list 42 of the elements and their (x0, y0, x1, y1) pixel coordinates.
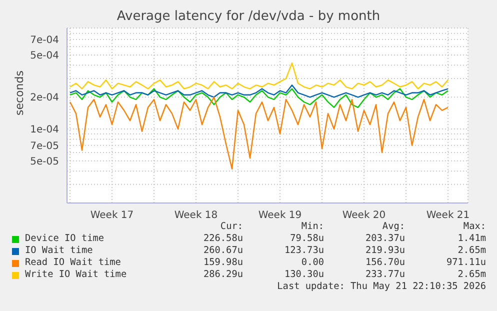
chart-title: Average latency for /dev/vda - by month (116, 9, 382, 24)
text: 123.73u (283, 245, 324, 257)
line-series (69, 88, 449, 108)
y-axis-title: seconds (12, 70, 26, 116)
text: Last update: Thu May 21 22:10:35 2026 (276, 281, 486, 293)
x-tick-label: Week 20 (342, 210, 386, 222)
y-tick-label: 5e-05 (30, 156, 59, 168)
y-tick-label: 2e-04 (30, 92, 59, 104)
text: 130.30u (283, 269, 324, 281)
text: 286.29u (202, 269, 243, 281)
text: 1.41m (456, 233, 486, 245)
text: 2.65m (456, 245, 486, 257)
y-tick-label: 5e-04 (30, 50, 59, 62)
text: 203.37u (364, 233, 405, 245)
line-series (69, 96, 449, 170)
line-series (69, 62, 449, 90)
x-tick-label: Week 17 (90, 210, 134, 222)
text: Max: (462, 221, 486, 233)
line-series (69, 84, 449, 98)
text: Min: (300, 221, 324, 233)
x-tick-label: Week 19 (258, 210, 302, 222)
legend-label: Write IO Wait time (25, 269, 127, 281)
y-tick-label: 7e-04 (30, 35, 59, 46)
x-tick-label: Week 21 (426, 210, 470, 222)
text: 971.11u (445, 257, 486, 269)
legend-label: IO Wait time (25, 245, 93, 257)
text: 233.77u (364, 269, 405, 281)
text: 159.98u (202, 257, 243, 269)
legend-label: Device IO time (25, 233, 104, 245)
y-tick-label: 1e-04 (30, 124, 59, 136)
text: Cur: (219, 221, 243, 233)
text: 2.65m (456, 269, 486, 281)
text: 79.58u (289, 233, 324, 245)
text: Avg: (381, 221, 405, 233)
y-tick-label: 7e-05 (30, 140, 59, 152)
text: 219.93u (364, 245, 405, 257)
text: 260.67u (202, 245, 243, 257)
text: 226.58u (202, 233, 243, 245)
legend-label: Read IO Wait time (25, 257, 121, 269)
x-tick-label: Week 18 (174, 210, 218, 222)
text: 0.00 (300, 257, 324, 269)
text: 156.70u (364, 257, 405, 269)
